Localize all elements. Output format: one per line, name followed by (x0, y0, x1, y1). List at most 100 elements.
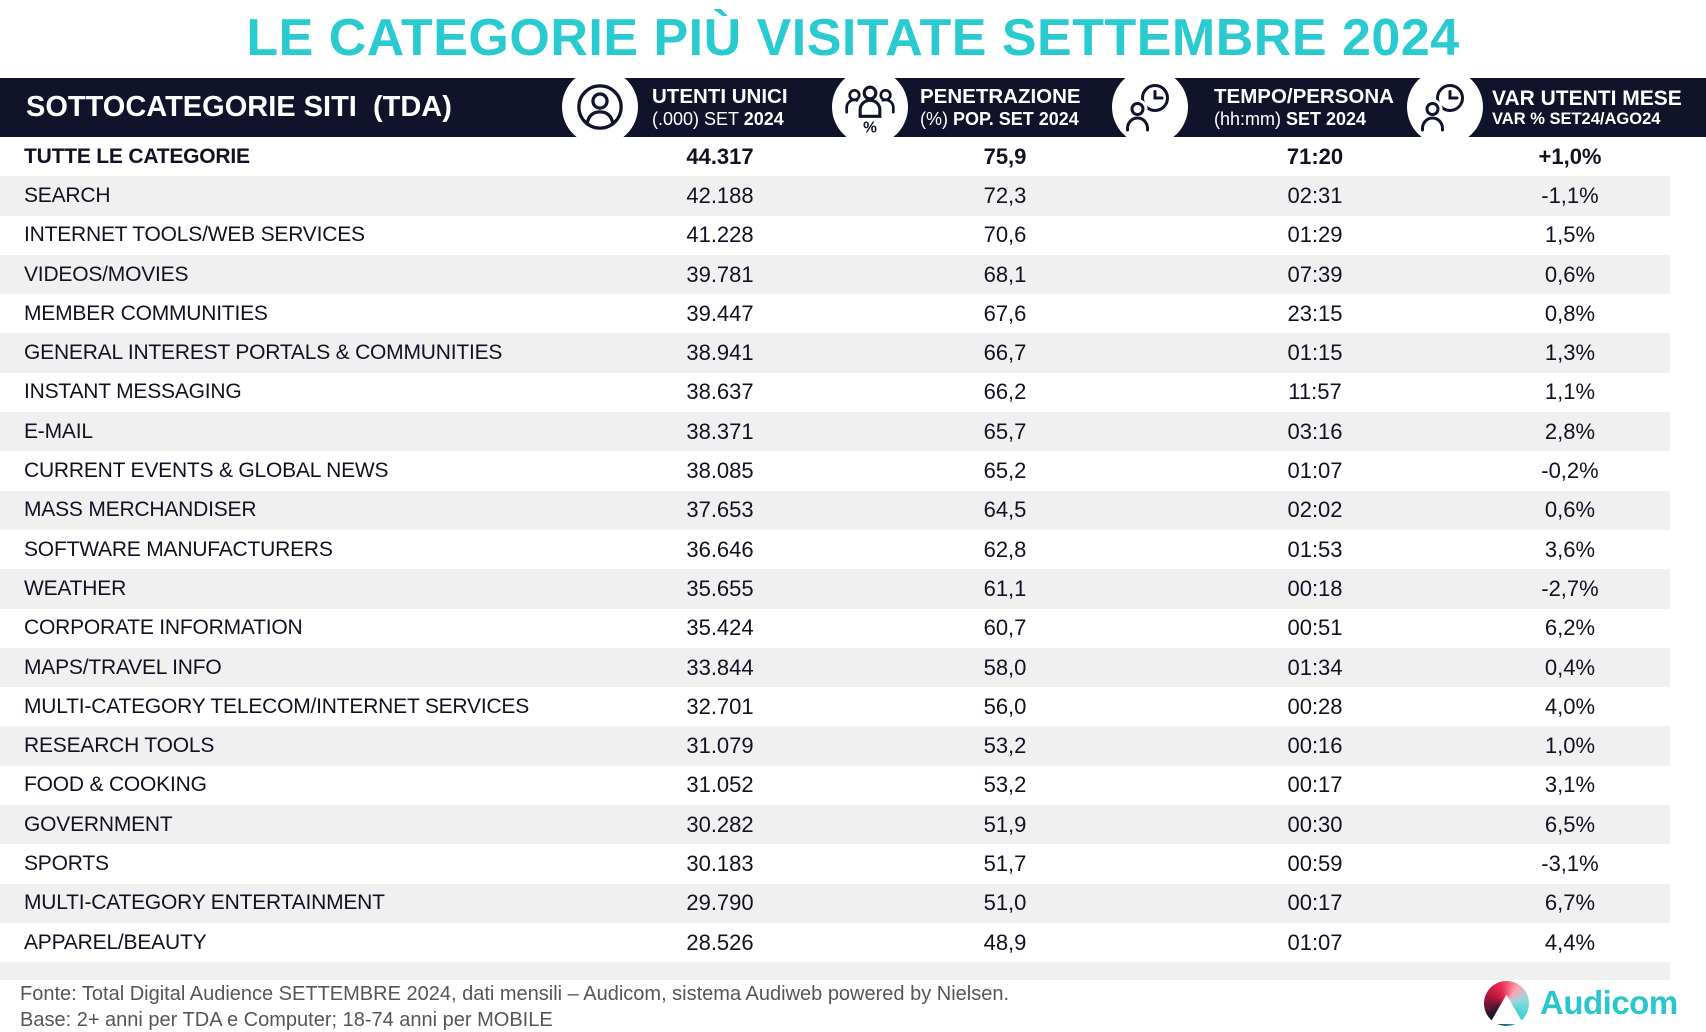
cell-utenti: 33.844 (686, 654, 754, 680)
cell-tempo: 23:15 (1287, 300, 1343, 326)
cell-name: WEATHER (24, 576, 127, 600)
cell-name: SOFTWARE MANUFACTURERS (24, 537, 333, 561)
cell-name: MEMBER COMMUNITIES (24, 301, 268, 325)
row-header-label: SOTTOCATEGORIE SITI (TDA) (26, 91, 452, 123)
cell-utenti: 36.646 (686, 536, 754, 562)
table-bottom-bar (0, 962, 1670, 980)
column-title: PENETRAZIONE (920, 84, 1081, 108)
cell-tempo: 00:16 (1287, 733, 1343, 759)
cell-name: CURRENT EVENTS & GLOBAL NEWS (24, 459, 389, 483)
cell-name: VIDEOS/MOVIES (24, 262, 189, 286)
cell-utenti: 37.653 (686, 497, 754, 523)
source-note: Fonte: Total Digital Audience SETTEMBRE … (20, 983, 1010, 1005)
cell-name: MASS MERCHANDISER (24, 498, 257, 522)
cell-name: CORPORATE INFORMATION (24, 616, 303, 640)
table-row: MEMBER COMMUNITIES 39.447 67,6 23:15 0,8% (0, 294, 1670, 333)
base-note: Base: 2+ anni per TDA e Computer; 18-74 … (20, 1009, 553, 1031)
cell-name: TUTTE LE CATEGORIE (24, 144, 250, 168)
cell-tempo: 71:20 (1286, 143, 1344, 169)
cell-pen: 68,1 (983, 261, 1027, 287)
cell-tempo: 00:28 (1287, 693, 1343, 719)
cell-utenti: 30.183 (686, 850, 754, 876)
cell-var: 3,1% (1544, 772, 1596, 798)
svg-text:%: % (863, 119, 877, 136)
cell-pen: 51,0 (983, 890, 1027, 916)
table-row: SEARCH 42.188 72,3 02:31 -1,1% (0, 176, 1670, 216)
cell-name: INSTANT MESSAGING (24, 380, 242, 404)
cell-var: 4,0% (1544, 693, 1596, 719)
page-title: LE CATEGORIE PIÙ VISITATE SETTEMBRE 2024 (246, 9, 1460, 67)
cell-pen: 66,7 (983, 340, 1027, 366)
cell-var: 6,2% (1544, 615, 1596, 641)
table-row: WEATHER 35.655 61,1 00:18 -2,7% (0, 569, 1670, 609)
cell-tempo: 00:59 (1287, 850, 1343, 876)
cell-pen: 58,0 (983, 654, 1027, 680)
cell-pen: 56,0 (983, 693, 1027, 719)
column-title: UTENTI UNICI (652, 84, 788, 108)
audience-percent-icon: % (832, 69, 908, 145)
table-row: INTERNET TOOLS/WEB SERVICES 41.228 70,6 01:… (0, 216, 1670, 255)
table-row: TUTTE LE CATEGORIE 44.317 75,9 71:20 +1,0% (0, 137, 1670, 176)
person-clock-icon (1407, 69, 1483, 145)
cell-pen: 53,2 (983, 772, 1027, 798)
cell-var: 0,8% (1544, 300, 1596, 326)
cell-name: SPORTS (24, 851, 109, 875)
data-table: TUTTE LE CATEGORIE 44.317 75,9 71:20 +1,0% SE… (0, 137, 1670, 962)
column-header-var-utenti: VAR UTENTI MESE VAR % SET24/AGO24 (1492, 78, 1682, 137)
cell-utenti: 30.282 (686, 811, 754, 837)
table-rows: TUTTE LE CATEGORIE 44.317 75,9 71:20 +1,0% SE… (0, 137, 1670, 962)
cell-utenti: 42.188 (686, 182, 754, 208)
table-row: MASS MERCHANDISER 37.653 64,5 02:02 0,6% (0, 490, 1670, 530)
cell-utenti: 38.637 (686, 379, 754, 405)
cell-var: 3,6% (1544, 536, 1596, 562)
cell-utenti: 32.701 (686, 693, 754, 719)
column-subtitle: (hh:mm) SET 2024 (1214, 108, 1367, 129)
cell-name: E-MAIL (24, 419, 93, 443)
cell-var: +1,0% (1538, 143, 1602, 169)
person-clock-icon (1112, 69, 1188, 145)
cell-utenti: 35.655 (686, 575, 754, 601)
user-circle-icon (562, 69, 638, 145)
cell-pen: 61,1 (983, 575, 1027, 601)
logo-triangle (1489, 994, 1524, 1025)
cell-utenti: 41.228 (686, 222, 754, 248)
table-row: GENERAL INTEREST PORTALS & COMMUNITIES 38… (0, 333, 1670, 373)
cell-tempo: 01:15 (1287, 340, 1343, 366)
cell-tempo: 01:07 (1287, 458, 1343, 484)
cell-name: INTERNET TOOLS/WEB SERVICES (24, 223, 365, 247)
cell-pen: 72,3 (983, 182, 1027, 208)
table-row: CURRENT EVENTS & GLOBAL NEWS 38.085 65,2 01… (0, 451, 1670, 490)
column-title: VAR UTENTI MESE (1492, 86, 1682, 110)
cell-name: MULTI-CATEGORY ENTERTAINMENT (24, 891, 385, 915)
cell-tempo: 00:30 (1287, 811, 1343, 837)
cell-var: 2,8% (1544, 418, 1596, 444)
cell-var: 4,4% (1544, 929, 1596, 955)
cell-tempo: 00:18 (1287, 575, 1343, 601)
cell-tempo: 02:31 (1287, 182, 1343, 208)
cell-utenti: 38.371 (686, 418, 754, 444)
table-row: MULTI-CATEGORY ENTERTAINMENT 29.790 51,0 00… (0, 883, 1670, 923)
column-subtitle: VAR % SET24/AGO24 (1492, 110, 1661, 129)
cell-var: -3,1% (1541, 850, 1599, 876)
cell-name: FOOD & COOKING (24, 773, 207, 797)
cell-name: SEARCH (24, 183, 111, 207)
audicom-logo-icon (1484, 981, 1529, 1026)
cell-var: 1,3% (1544, 340, 1596, 366)
cell-tempo: 03:16 (1287, 418, 1343, 444)
cell-name: MULTI-CATEGORY TELECOM/INTERNET SERVICES (24, 694, 530, 718)
cell-pen: 64,5 (983, 497, 1027, 523)
cell-pen: 65,7 (983, 418, 1027, 444)
table-row: FOOD & COOKING 31.052 53,2 00:17 3,1% (0, 766, 1670, 805)
cell-tempo: 01:53 (1287, 536, 1343, 562)
cell-utenti: 31.052 (686, 772, 754, 798)
table-row: INSTANT MESSAGING 38.637 66,2 11:57 1,1% (0, 373, 1670, 412)
column-header-penetrazione: PENETRAZIONE (%) POP. SET 2024 (920, 78, 1081, 137)
cell-pen: 51,7 (983, 850, 1027, 876)
cell-pen: 67,6 (983, 300, 1027, 326)
column-subtitle: (.000) SET 2024 (652, 108, 784, 129)
cell-pen: 70,6 (983, 222, 1027, 248)
audicom-logo-text: Audicom (1540, 984, 1678, 1021)
cell-var: 0,4% (1544, 654, 1596, 680)
cell-utenti: 31.079 (686, 733, 754, 759)
